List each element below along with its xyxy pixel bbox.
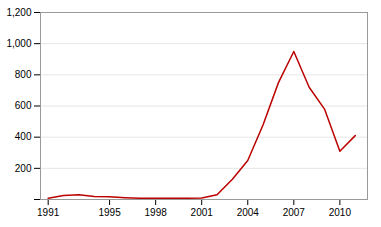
svg-text:800: 800	[15, 69, 32, 80]
svg-text:2010: 2010	[329, 207, 352, 218]
svg-text:1991: 1991	[37, 207, 60, 218]
svg-text:200: 200	[15, 163, 32, 174]
svg-text:600: 600	[15, 100, 32, 111]
svg-text:1,000: 1,000	[6, 38, 31, 49]
svg-text:1995: 1995	[98, 207, 121, 218]
svg-text:400: 400	[15, 131, 32, 142]
svg-text:2001: 2001	[191, 207, 214, 218]
svg-text:1998: 1998	[145, 207, 168, 218]
svg-text:2004: 2004	[237, 207, 260, 218]
svg-text:1,200: 1,200	[6, 7, 31, 18]
svg-text:2007: 2007	[283, 207, 306, 218]
